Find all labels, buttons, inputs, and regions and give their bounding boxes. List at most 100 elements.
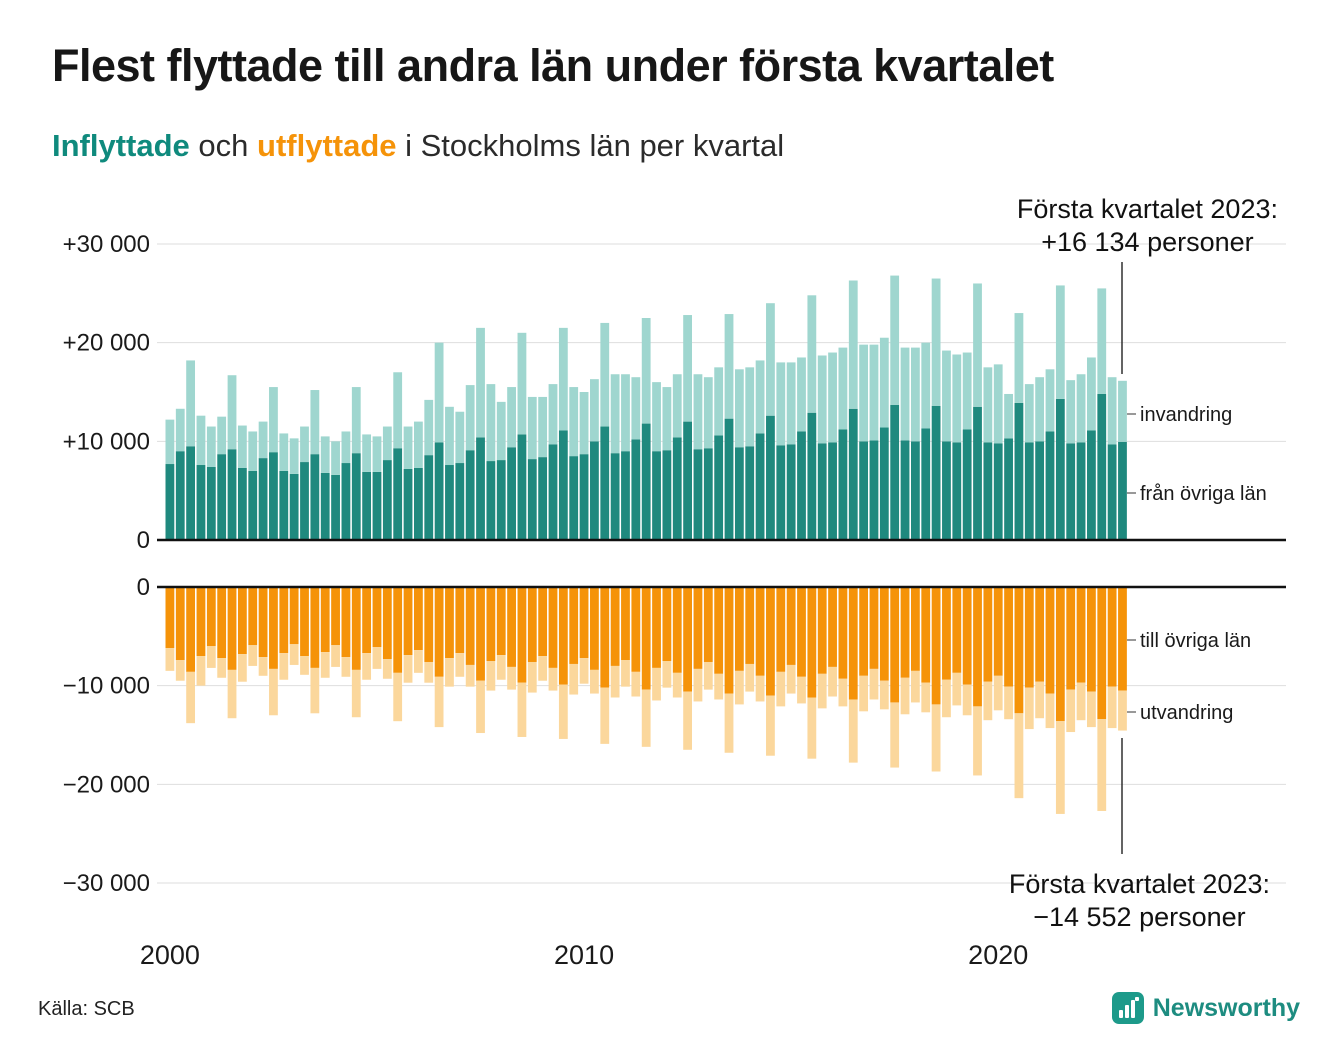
bar-inflow-domestic xyxy=(962,429,972,540)
bar-outflow-domestic xyxy=(579,587,589,659)
bar-inflow-immigration xyxy=(714,367,724,436)
bar-inflow-immigration xyxy=(652,382,661,452)
bar-outflow-emigration xyxy=(714,673,724,700)
bar-outflow-emigration xyxy=(237,654,247,682)
bar-inflow-immigration xyxy=(1107,377,1117,445)
bar-inflow-immigration xyxy=(662,387,672,451)
bar-outflow-domestic xyxy=(165,587,175,649)
bar-inflow-immigration xyxy=(600,322,610,427)
bar-inflow-immigration xyxy=(186,360,196,447)
bar-inflow-domestic xyxy=(569,456,579,540)
bar-inflow-immigration xyxy=(734,369,744,448)
bar-outflow-emigration xyxy=(217,658,227,678)
bar-outflow-emigration xyxy=(362,653,372,680)
annotation-top: Första kvartalet 2023: +16 134 personer xyxy=(1017,193,1278,259)
bar-inflow-immigration xyxy=(807,295,817,413)
bar-inflow-immigration xyxy=(496,401,506,461)
bar-inflow-domestic xyxy=(786,444,796,540)
bar-outflow-domestic xyxy=(382,587,392,660)
bar-outflow-domestic xyxy=(186,587,196,672)
bar-outflow-emigration xyxy=(848,699,858,763)
axis-label: 2010 xyxy=(554,940,614,970)
bar-inflow-domestic xyxy=(175,451,185,540)
bar-outflow-emigration xyxy=(952,672,962,706)
bar-inflow-domestic xyxy=(672,437,682,540)
bar-outflow-domestic xyxy=(993,587,1003,676)
bar-inflow-domestic xyxy=(1076,442,1086,540)
bar-inflow-immigration xyxy=(310,390,320,455)
annotation-bottom-line1: Första kvartalet 2023: xyxy=(1008,869,1270,899)
bar-outflow-domestic xyxy=(1107,587,1117,687)
bar-outflow-domestic xyxy=(424,587,434,662)
bar-outflow-domestic xyxy=(817,587,827,674)
bar-outflow-emigration xyxy=(621,660,630,687)
bar-outflow-emigration xyxy=(1045,693,1055,729)
bar-outflow-domestic xyxy=(672,587,682,673)
bar-inflow-immigration xyxy=(641,318,651,424)
bar-inflow-domestic xyxy=(1014,402,1024,540)
bar-outflow-emigration xyxy=(579,658,589,684)
brand-name: Newsworthy xyxy=(1152,993,1300,1022)
bar-inflow-domestic xyxy=(817,443,827,540)
bar-outflow-domestic xyxy=(610,587,620,666)
bar-outflow-domestic xyxy=(362,587,372,654)
bar-outflow-emigration xyxy=(900,677,910,715)
bar-outflow-domestic xyxy=(693,587,703,669)
bar-inflow-immigration xyxy=(1118,380,1127,442)
bar-inflow-immigration xyxy=(558,327,568,431)
bar-outflow-emigration xyxy=(310,667,320,714)
bar-inflow-immigration xyxy=(631,377,641,440)
bar-inflow-immigration xyxy=(393,372,403,449)
bar-inflow-immigration xyxy=(672,374,682,438)
bar-outflow-emigration xyxy=(807,697,817,759)
bar-outflow-domestic xyxy=(527,587,537,662)
bar-outflow-emigration xyxy=(1087,691,1096,728)
bar-inflow-immigration xyxy=(289,438,299,474)
bar-outflow-domestic xyxy=(248,587,258,646)
bar-outflow-domestic xyxy=(797,587,806,677)
bar-outflow-domestic xyxy=(931,587,941,705)
bar-outflow-domestic xyxy=(952,587,962,673)
bar-inflow-immigration xyxy=(206,426,216,467)
bar-outflow-emigration xyxy=(445,658,454,687)
bar-inflow-immigration xyxy=(465,385,475,451)
bar-outflow-emigration xyxy=(1024,687,1034,730)
bar-inflow-immigration xyxy=(362,434,372,472)
bar-inflow-domestic xyxy=(465,450,475,540)
source-note: Källa: SCB xyxy=(38,998,135,1020)
bar-inflow-domestic xyxy=(693,449,703,540)
bar-outflow-emigration xyxy=(258,657,268,676)
bar-outflow-emigration xyxy=(382,659,392,679)
bar-inflow-immigration xyxy=(507,387,516,448)
bar-outflow-domestic xyxy=(714,587,724,674)
axis-label: +30 000 xyxy=(63,231,150,258)
bar-inflow-domestic xyxy=(206,466,216,540)
bar-outflow-domestic xyxy=(942,587,951,680)
bar-inflow-immigration xyxy=(548,384,558,445)
bar-inflow-domestic xyxy=(890,404,900,540)
bar-outflow-emigration xyxy=(300,656,309,675)
bar-inflow-domestic xyxy=(590,441,599,540)
bar-outflow-domestic xyxy=(434,587,444,677)
bar-outflow-domestic xyxy=(465,587,475,665)
bar-inflow-domestic xyxy=(362,471,372,540)
bar-outflow-emigration xyxy=(1004,686,1013,720)
bar-outflow-domestic xyxy=(175,587,185,661)
bar-inflow-domestic xyxy=(838,429,848,540)
bar-inflow-domestic xyxy=(952,442,962,540)
subtitle-utflyttade: utflyttade xyxy=(257,128,397,163)
bar-inflow-immigration xyxy=(755,360,765,434)
bar-outflow-emigration xyxy=(776,671,786,707)
bar-outflow-emigration xyxy=(1118,690,1127,731)
bar-outflow-domestic xyxy=(455,587,465,654)
bar-inflow-immigration xyxy=(703,377,713,449)
axis-label: +10 000 xyxy=(63,428,150,455)
bar-outflow-domestic xyxy=(641,587,651,690)
bar-inflow-domestic xyxy=(279,470,289,540)
bar-outflow-emigration xyxy=(341,657,351,677)
bar-outflow-emigration xyxy=(910,670,920,703)
bar-outflow-domestic xyxy=(703,587,713,662)
bar-outflow-emigration xyxy=(496,655,506,680)
bar-outflow-domestic xyxy=(217,587,227,659)
